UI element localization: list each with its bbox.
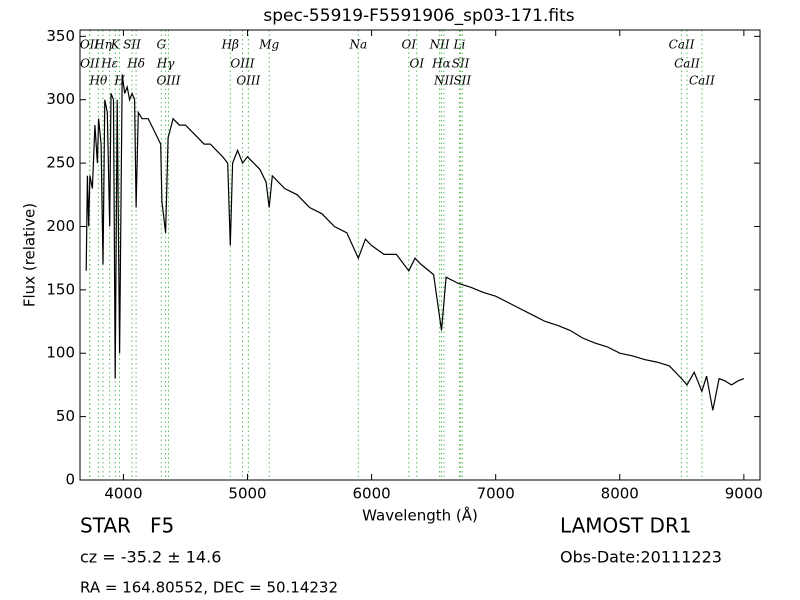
- chart-title: spec-55919-F5591906_sp03-171.fits: [263, 6, 574, 26]
- line-label: OII: [80, 57, 100, 71]
- line-label: NII: [429, 38, 450, 52]
- line-label: Li: [453, 38, 466, 52]
- line-label: Hη: [93, 38, 112, 52]
- x-tick-label: 6000: [353, 485, 391, 503]
- object-class: STAR F5: [80, 514, 174, 538]
- line-label: G: [156, 38, 166, 52]
- x-tick-label: 5000: [228, 485, 266, 503]
- obs-date: Obs-Date:20111223: [560, 548, 722, 567]
- line-label: CaII: [689, 74, 715, 88]
- line-label: Hθ: [89, 74, 108, 88]
- line-label: Hβ: [221, 38, 239, 52]
- line-label: NII: [433, 74, 454, 88]
- line-label: Hε: [100, 57, 118, 71]
- x-tick-label: 7000: [477, 485, 515, 503]
- line-label: Hγ: [156, 57, 175, 71]
- x-axis-label: Wavelength (Å): [362, 506, 478, 525]
- line-label: K: [110, 38, 121, 52]
- coordinates: RA = 164.80552, DEC = 50.14232: [80, 579, 338, 597]
- line-label: Na: [349, 38, 368, 52]
- y-tick-label: 200: [46, 217, 75, 235]
- line-label: OIII: [230, 57, 254, 71]
- x-tick-label: 8000: [601, 485, 639, 503]
- survey: LAMOST DR1: [560, 514, 692, 538]
- y-axis-label: Flux (relative): [21, 203, 39, 307]
- line-label: SII: [453, 74, 471, 88]
- line-label: OIII: [156, 74, 180, 88]
- line-label: OIII: [236, 74, 260, 88]
- line-label: Mg: [258, 38, 279, 52]
- redshift: cz = -35.2 ± 14.6: [80, 548, 221, 567]
- line-label: OI: [402, 38, 417, 52]
- line-label: Hδ: [126, 57, 145, 71]
- y-tick-label: 50: [56, 407, 75, 425]
- y-tick-label: 250: [46, 154, 75, 172]
- line-label: SII: [123, 38, 141, 52]
- y-tick-label: 0: [65, 471, 75, 489]
- y-tick-label: 150: [46, 280, 75, 298]
- y-tick-label: 350: [46, 27, 75, 45]
- spectrum-line: [85, 74, 745, 411]
- line-label: OI: [409, 57, 424, 71]
- x-tick-label: 9000: [725, 485, 763, 503]
- y-tick-label: 100: [46, 344, 75, 362]
- line-label: Hα: [431, 57, 451, 71]
- x-tick-label: 4000: [104, 485, 142, 503]
- line-label: CaII: [674, 57, 700, 71]
- y-tick-label: 300: [46, 90, 75, 108]
- line-label: CaII: [669, 38, 695, 52]
- line-label: SII: [452, 57, 470, 71]
- plot-frame: [79, 29, 761, 481]
